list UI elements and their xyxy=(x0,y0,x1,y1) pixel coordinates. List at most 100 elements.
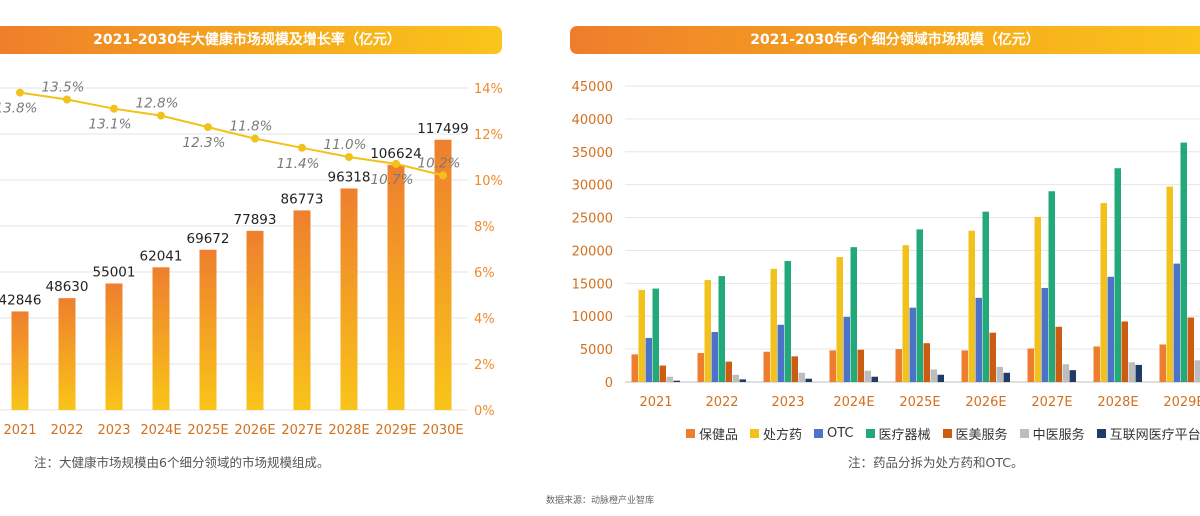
x-axis-tick: 2021 xyxy=(3,423,36,438)
right-chart-note: 注：药品分拆为处方药和OTC。 xyxy=(848,455,1024,470)
bar-value-label: 62041 xyxy=(140,248,183,264)
x-axis-tick: 2029E xyxy=(375,423,416,438)
growth-axis-tick: 12% xyxy=(474,128,503,143)
growth-point xyxy=(251,134,259,143)
x-axis-tick: 2029E xyxy=(1163,395,1200,410)
growth-point xyxy=(110,104,118,113)
bar xyxy=(937,374,944,382)
bar xyxy=(1093,346,1100,382)
bar xyxy=(784,260,791,382)
bar xyxy=(673,380,680,382)
legend-item: 中医服务 xyxy=(1019,424,1085,443)
bar xyxy=(631,354,638,382)
bar xyxy=(1034,216,1041,382)
growth-label: 10.7% xyxy=(371,172,414,188)
x-axis-tick: 2028E xyxy=(1097,395,1138,410)
growth-label: 10.2% xyxy=(418,155,461,171)
bar-value-label: 106624 xyxy=(370,146,422,162)
x-axis-tick: 2021 xyxy=(639,395,672,410)
x-axis-tick: 2028E xyxy=(328,423,369,438)
growth-label: 13.5% xyxy=(42,80,85,96)
bar xyxy=(836,257,843,382)
y-axis-tick: 40000 xyxy=(572,113,613,128)
x-axis-tick: 2027E xyxy=(1031,395,1072,410)
x-axis-tick: 2026E xyxy=(234,423,275,438)
bar xyxy=(732,374,739,382)
bar xyxy=(961,350,968,382)
growth-point xyxy=(439,171,447,180)
bar xyxy=(930,369,937,382)
right-chart-legend: 保健品 处方药 OTC 医疗器械 医美服务 中医服务 互联网医疗平台 xyxy=(686,424,1200,443)
bar xyxy=(996,366,1003,382)
right-chart-title: 2021-2030年6个细分领域市场规模（亿元） xyxy=(570,26,1200,54)
bar-value-label: 42846 xyxy=(0,292,41,308)
bar xyxy=(293,210,311,410)
bar xyxy=(434,139,452,410)
growth-line xyxy=(19,91,444,177)
bar xyxy=(1041,287,1048,382)
bar xyxy=(697,353,704,382)
growth-point xyxy=(157,111,165,120)
bar xyxy=(763,351,770,382)
data-source: 数据来源：动脉橙产业智库 xyxy=(545,496,654,506)
bar xyxy=(1069,370,1076,382)
bar xyxy=(1194,360,1200,382)
y-axis-tick: 10000 xyxy=(572,310,613,325)
y-axis-tick: 15000 xyxy=(572,277,613,292)
bar xyxy=(902,245,909,382)
legend-swatch xyxy=(1096,429,1106,438)
bar xyxy=(1055,326,1062,382)
bar xyxy=(718,276,725,382)
bar xyxy=(1107,276,1114,382)
x-axis-tick: 2023 xyxy=(771,395,804,410)
bar xyxy=(704,280,711,382)
bar xyxy=(1166,186,1173,382)
bar xyxy=(1159,344,1166,382)
bar xyxy=(989,332,996,382)
x-axis-tick: 2030E xyxy=(422,423,463,438)
x-axis-tick: 2024E xyxy=(833,395,874,410)
legend-label: 医疗器械 xyxy=(878,428,931,443)
legend-item: 互联网医疗平台 xyxy=(1096,424,1200,443)
x-axis-tick: 2025E xyxy=(899,395,940,410)
left-chart-title: 2021-2030年大健康市场规模及增长率（亿元） xyxy=(0,26,502,54)
bar xyxy=(711,332,718,382)
growth-label: 11.8% xyxy=(230,119,273,135)
bar xyxy=(1180,142,1187,382)
bar xyxy=(791,356,798,382)
bar xyxy=(895,349,902,382)
growth-point xyxy=(204,123,212,132)
growth-axis-tick: 10% xyxy=(474,174,503,189)
bar xyxy=(246,230,264,410)
bar xyxy=(916,229,923,382)
legend-swatch xyxy=(865,429,875,438)
y-axis-tick: 5000 xyxy=(580,343,613,358)
bar xyxy=(645,337,652,382)
growth-point xyxy=(298,143,306,152)
y-axis-tick: 30000 xyxy=(572,179,613,194)
bar xyxy=(340,188,358,410)
growth-label: 12.8% xyxy=(136,96,179,112)
bar xyxy=(152,267,170,410)
growth-axis-tick: 14% xyxy=(474,82,503,97)
legend-item: 医美服务 xyxy=(942,424,1008,443)
bar-value-label: 48630 xyxy=(46,279,89,295)
legend-label: 互联网医疗平台 xyxy=(1109,428,1200,443)
bar xyxy=(805,378,812,382)
legend-item: OTC xyxy=(814,424,854,443)
bar xyxy=(1114,168,1121,382)
bar xyxy=(1135,364,1142,382)
bar xyxy=(770,268,777,382)
bar xyxy=(1048,191,1055,382)
bar xyxy=(11,311,29,410)
growth-point xyxy=(63,95,71,104)
bar-value-label: 96318 xyxy=(328,169,371,185)
growth-label: 11.0% xyxy=(324,137,367,153)
legend-label: 处方药 xyxy=(763,428,803,443)
bar xyxy=(1003,372,1010,382)
y-axis-tick: 0 xyxy=(605,376,613,391)
legend-label: 中医服务 xyxy=(1032,428,1085,443)
left-chart: 0% 2% 4% 6% 8% 10% 12% 14% 42846 2021 48630 2022 550… xyxy=(0,80,503,438)
growth-label: 13.1% xyxy=(89,117,132,133)
bar xyxy=(739,379,746,382)
